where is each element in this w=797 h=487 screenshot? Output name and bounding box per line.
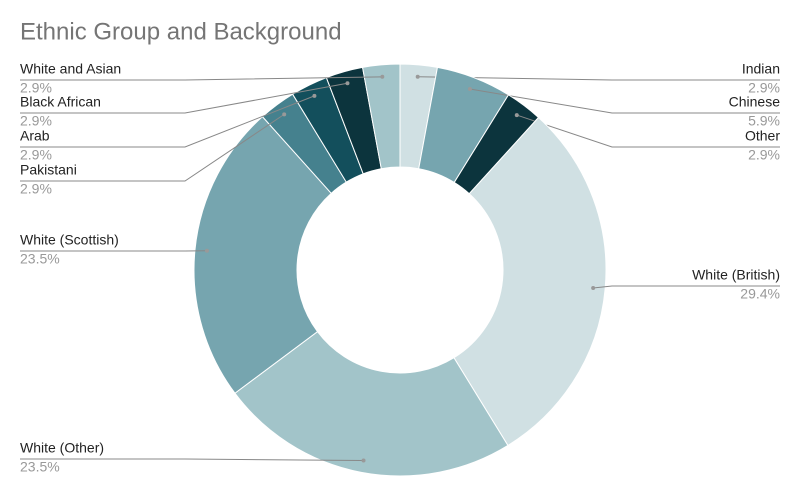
leader-line [469,88,780,114]
slice-value-label: 2.9% [748,80,780,96]
slice-label: White (Other) [20,440,104,456]
leader-dot [345,81,350,86]
leader-dot [467,87,472,92]
leader-line [417,76,780,81]
leader-line [20,82,348,114]
leader-dot [415,74,420,79]
slice-label: White (British) [692,267,780,283]
donut-slice [453,116,607,447]
chart-title: Ethnic Group and Background [20,18,342,45]
leader-line [20,95,315,148]
slice-label: Indian [742,61,780,77]
leader-dot [591,286,596,291]
slice-label: Chinese [729,94,781,110]
leader-dot [361,458,366,463]
leader-dot [204,248,209,253]
leader-dot [514,113,519,118]
leader-line [593,285,780,289]
donut-slice [193,115,332,394]
donut-slice [234,330,509,477]
slice-value-label: 2.9% [748,147,780,163]
slice-value-label: 5.9% [748,113,780,129]
slice-value-label: 23.5% [20,459,60,475]
slice-label: White (Scottish) [20,232,119,248]
slice-value-label: 2.9% [20,80,52,96]
slice-value-label: 2.9% [20,147,52,163]
slice-value-label: 23.5% [20,251,60,267]
leader-dot [282,112,287,117]
slice-label: White and Asian [20,61,121,77]
leader-line [20,76,383,81]
slice-value-label: 29.4% [740,286,780,302]
slice-value-label: 2.9% [20,181,52,197]
leader-line [20,458,364,462]
slice-label: Arab [20,128,50,144]
slice-label: Other [745,128,780,144]
leader-line [20,113,285,182]
slice-label: Pakistani [20,162,77,178]
slice-label: Black African [20,94,101,110]
leader-line [516,114,780,148]
leader-dot [380,74,385,79]
leader-dot [312,93,317,98]
donut-slice [361,63,401,170]
slice-value-label: 2.9% [20,113,52,129]
